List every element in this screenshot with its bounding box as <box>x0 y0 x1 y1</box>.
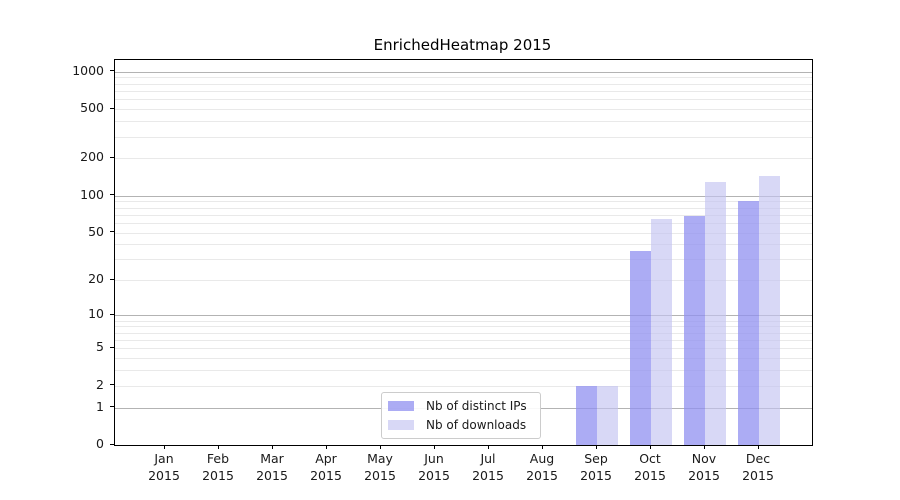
y-tick-mark <box>110 313 114 315</box>
legend-label-distinct-ips: Nb of distinct IPs <box>426 399 527 413</box>
y-tick-label: 10 <box>88 306 104 322</box>
x-tick-mark <box>379 445 381 449</box>
y-tick-mark <box>110 70 114 72</box>
x-tick-label: May 2015 <box>364 451 396 483</box>
y-tick-mark <box>110 406 114 408</box>
major-gridline <box>115 315 812 317</box>
minor-gridline <box>115 121 812 123</box>
x-tick-label: Dec 2015 <box>742 451 774 483</box>
y-tick-mark <box>110 156 114 158</box>
y-tick-label: 1000 <box>72 62 104 78</box>
major-gridline <box>115 71 812 73</box>
y-tick-label: 200 <box>80 149 104 165</box>
bar-downloads-sep <box>597 385 619 445</box>
minor-gridline <box>115 385 812 387</box>
plot-area: Nb of distinct IPs Nb of downloads <box>114 59 813 446</box>
minor-gridline <box>115 244 812 246</box>
legend-swatch-downloads <box>388 420 414 430</box>
bar-downloads-nov <box>705 181 727 445</box>
minor-gridline <box>115 232 812 234</box>
minor-gridline <box>115 201 812 203</box>
minor-gridline <box>115 222 812 224</box>
y-tick-mark <box>110 346 114 348</box>
bar-downloads-oct <box>651 219 673 445</box>
chart-title: EnrichedHeatmap 2015 <box>373 36 552 54</box>
minor-gridline <box>115 136 812 138</box>
minor-gridline <box>115 280 812 282</box>
minor-gridline <box>115 207 812 209</box>
minor-gridline <box>115 358 812 360</box>
minor-gridline <box>115 259 812 261</box>
minor-gridline <box>115 326 812 328</box>
minor-gridline <box>115 348 812 350</box>
y-tick-label: 100 <box>80 186 104 202</box>
x-tick-mark <box>703 445 705 449</box>
bar-distinct-ips-sep <box>575 385 597 445</box>
legend-item-downloads: Nb of downloads <box>388 417 527 433</box>
legend-label-downloads: Nb of downloads <box>426 418 527 432</box>
x-tick-label: Oct 2015 <box>634 451 666 483</box>
x-tick-label: Sep 2015 <box>580 451 612 483</box>
minor-gridline <box>115 90 812 92</box>
x-tick-label: Jan 2015 <box>148 451 180 483</box>
legend: Nb of distinct IPs Nb of downloads <box>381 392 541 439</box>
x-tick-label: Apr 2015 <box>310 451 342 483</box>
x-tick-mark <box>325 445 327 449</box>
y-tick-mark <box>110 443 114 445</box>
y-tick-mark <box>110 194 114 196</box>
x-tick-label: Nov 2015 <box>688 451 720 483</box>
y-tick-label: 50 <box>88 223 104 239</box>
x-tick-mark <box>757 445 759 449</box>
y-tick-label: 1 <box>96 398 104 414</box>
bar-distinct-ips-dec <box>737 201 759 445</box>
y-tick-label: 0 <box>96 436 104 451</box>
y-tick-mark <box>110 231 114 232</box>
minor-gridline <box>115 339 812 341</box>
x-tick-mark <box>649 445 651 449</box>
minor-gridline <box>115 214 812 216</box>
x-tick-mark <box>433 445 435 449</box>
minor-gridline <box>115 109 812 111</box>
major-gridline <box>115 195 812 197</box>
y-tick-mark <box>110 107 114 109</box>
bar-downloads-dec <box>759 175 781 445</box>
x-tick-mark <box>163 445 165 449</box>
legend-swatch-distinct-ips <box>388 401 414 411</box>
x-tick-label: Jul 2015 <box>472 451 504 483</box>
minor-gridline <box>115 158 812 160</box>
x-tick-mark <box>487 445 489 449</box>
y-tick-mark <box>110 278 114 280</box>
y-tick-label: 500 <box>80 100 104 116</box>
x-tick-mark <box>271 445 273 449</box>
x-tick-mark <box>595 445 597 449</box>
x-tick-label: Mar 2015 <box>256 451 288 483</box>
minor-gridline <box>115 83 812 85</box>
y-tick-mark <box>110 384 114 386</box>
minor-gridline <box>115 77 812 79</box>
legend-item-distinct-ips: Nb of distinct IPs <box>388 398 527 414</box>
minor-gridline <box>115 332 812 334</box>
bar-distinct-ips-oct <box>629 251 651 445</box>
x-tick-mark <box>541 445 543 449</box>
minor-gridline <box>115 370 812 372</box>
y-tick-label: 2 <box>96 376 104 392</box>
y-tick-label: 5 <box>96 339 104 355</box>
y-tick-label: 20 <box>88 271 104 287</box>
minor-gridline <box>115 320 812 322</box>
x-tick-label: Feb 2015 <box>202 451 234 483</box>
x-tick-label: Aug 2015 <box>526 451 558 483</box>
x-tick-mark <box>217 445 219 449</box>
bar-distinct-ips-nov <box>683 216 705 445</box>
x-tick-label: Jun 2015 <box>418 451 450 483</box>
minor-gridline <box>115 99 812 101</box>
